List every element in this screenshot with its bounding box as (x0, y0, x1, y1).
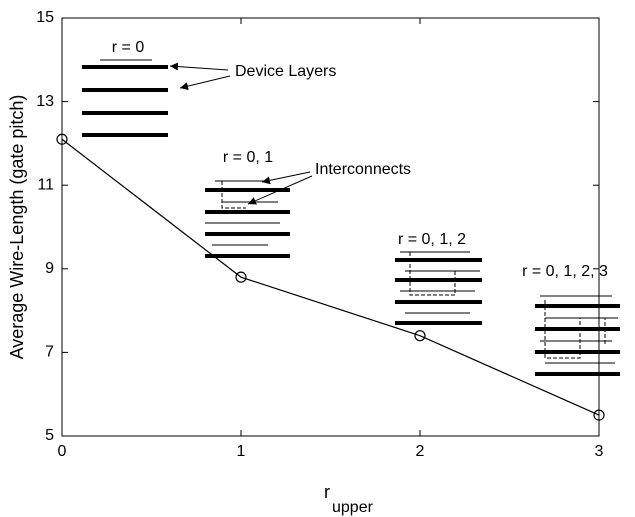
annotation: r = 0 (112, 39, 145, 56)
y-tick-label: 11 (37, 176, 54, 193)
y-axis-label: Average Wire-Length (gate pitch) (7, 95, 27, 360)
annotation: r = 0, 1, 2, 3 (522, 263, 608, 280)
x-axis-label-subscript: upper (332, 499, 374, 516)
x-tick-label: 2 (416, 443, 425, 460)
y-tick-label: 9 (45, 260, 54, 277)
x-tick-label: 0 (58, 443, 67, 460)
annotation: Interconnects (315, 161, 411, 178)
annotation: r = 0, 1, 2 (398, 231, 466, 248)
x-tick-label: 1 (237, 443, 246, 460)
x-tick-label: 3 (595, 443, 604, 460)
y-tick-label: 13 (36, 93, 54, 110)
data-point (56, 133, 68, 145)
plot-frame (61, 17, 600, 437)
annotation: Device Layers (235, 63, 336, 80)
x-axis-label: r (324, 482, 330, 502)
y-tick-label: 5 (45, 427, 54, 444)
annotation: r = 0, 1 (223, 149, 273, 166)
inset-diagrams (82, 59, 620, 376)
data-point (414, 330, 426, 342)
y-tick-label: 7 (45, 344, 54, 361)
data-point (593, 409, 605, 421)
data-line (61, 138, 600, 416)
data-point (235, 271, 247, 283)
y-tick-label: 15 (36, 9, 54, 26)
